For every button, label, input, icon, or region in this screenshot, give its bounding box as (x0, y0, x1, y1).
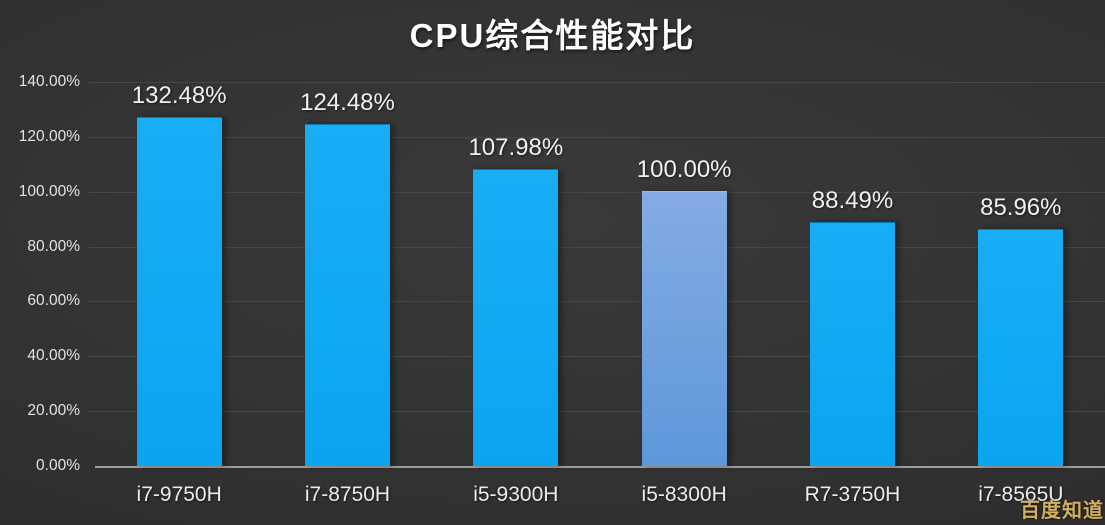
watermark: 百度知道 (1020, 500, 1104, 522)
bar-value-label: 100.00% (636, 155, 732, 183)
y-tick-label: 140.00% (18, 73, 80, 90)
y-tick-label: 0.00% (36, 457, 80, 474)
gridline (89, 411, 1105, 413)
bar-i5-9300H (473, 168, 559, 466)
y-tick-label: 100.00% (18, 182, 80, 200)
bar-slot: 132.48% (95, 82, 263, 466)
gridline (89, 191, 1105, 193)
gridline (89, 356, 1105, 358)
x-category-label: i5-8300H (641, 483, 727, 506)
x-category-label: i7-8750H (304, 483, 391, 506)
bar-slot: 88.49% (768, 82, 936, 466)
bar-slot: 85.96% (937, 82, 1105, 466)
bar-R7-3750H (809, 222, 895, 466)
bar-value-label: 88.49% (811, 187, 894, 215)
x-category-label: R7-3750H (804, 483, 901, 506)
x-axis: i7-9750H i7-8750H i5-9300H i5-8300H R7-3750H… (95, 483, 1105, 507)
x-category-label: i7-8565U (978, 483, 1064, 506)
bar-series: 132.48% 124.48% 107.98% 100.00% 88.49% 85.96% (95, 82, 1105, 466)
bar-i7-8750H (304, 123, 390, 466)
gridline (89, 82, 1105, 83)
chart-title: CPU综合性能对比 (409, 17, 696, 54)
y-axis: 140.00% 120.00% 100.00% 80.00% 60.00% 40.00% 2… (0, 73, 80, 474)
y-tick-label: 60.00% (27, 292, 80, 310)
bar-value-label: 124.48% (300, 88, 395, 116)
plot-area: 132.48% 124.48% 107.98% 100.00% 88.49% 85.96% (89, 82, 1105, 468)
gridline (89, 246, 1105, 248)
x-category-label: i5-9300H (473, 483, 559, 506)
bar-slot: 124.48% (263, 82, 431, 466)
y-tick-label: 20.00% (27, 402, 80, 420)
bar-value-label: 132.48% (131, 82, 227, 109)
x-category-label: i7-9750H (136, 483, 222, 506)
bar-slot: 100.00% (600, 82, 768, 466)
y-tick-label: 120.00% (18, 127, 80, 145)
y-tick-label: 80.00% (27, 237, 80, 255)
y-tick-label: 40.00% (27, 347, 80, 365)
bar-i7-8565U (978, 229, 1064, 466)
bar-i5-8300H (641, 190, 727, 466)
bar-value-label: 107.98% (468, 133, 564, 161)
gridline (89, 136, 1105, 138)
gridline (89, 301, 1105, 303)
bar-value-label: 85.96% (980, 194, 1062, 222)
bar-slot: 107.98% (432, 82, 600, 466)
bar-i7-9750H (136, 117, 222, 466)
